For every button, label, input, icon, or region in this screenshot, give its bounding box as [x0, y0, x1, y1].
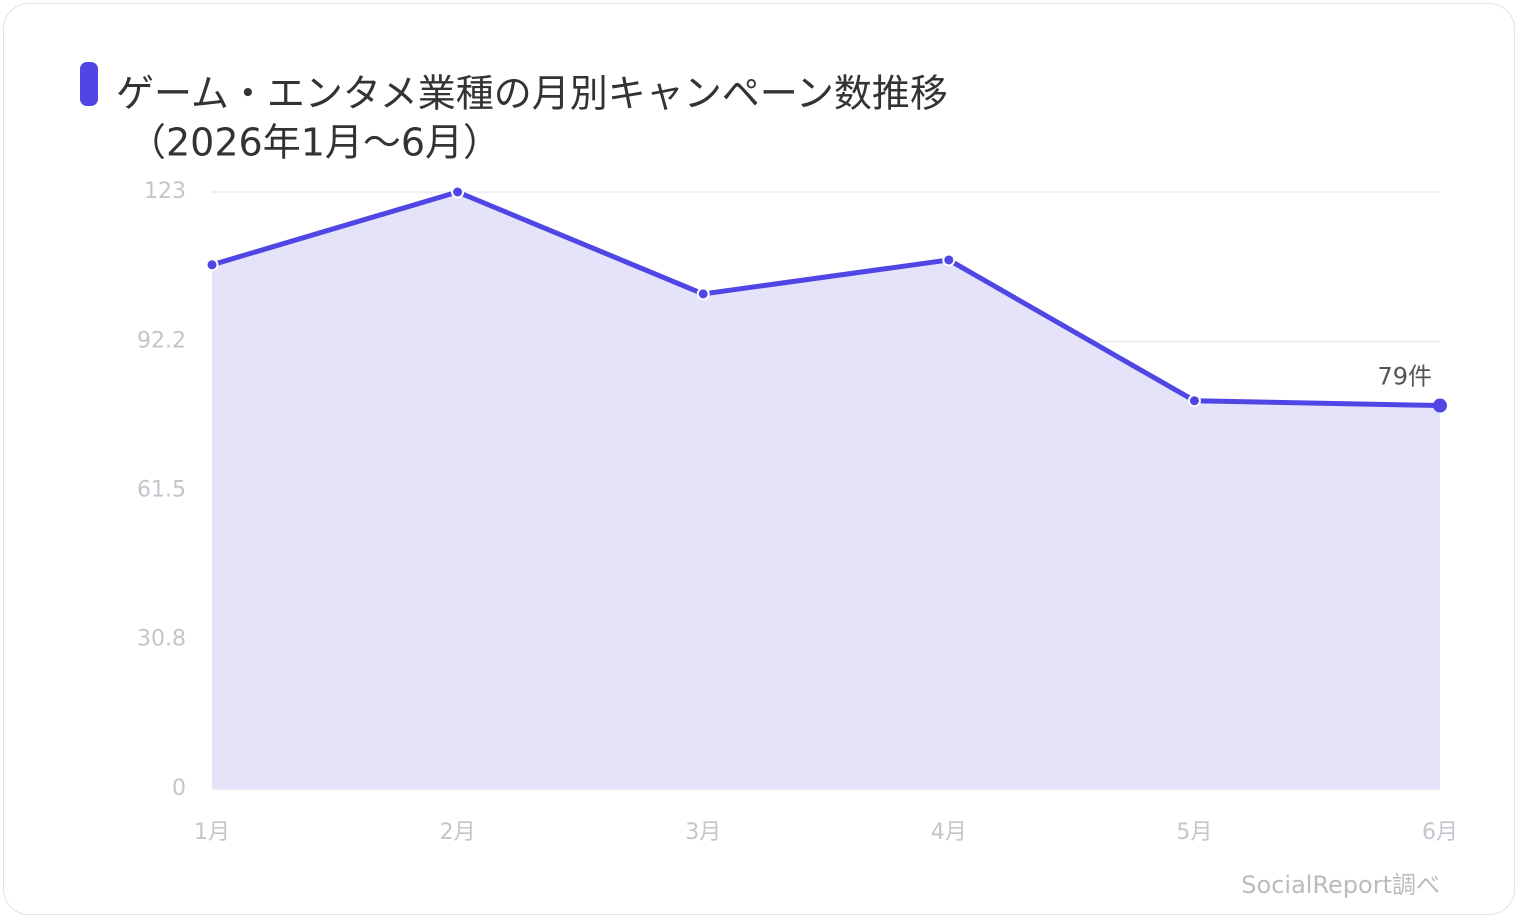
point [1433, 398, 1447, 413]
point [1187, 394, 1201, 408]
source: SocialReport調べ [1241, 871, 1440, 899]
point [696, 287, 710, 301]
chart-subtitle: （2026年1月〜6月） [128, 121, 501, 165]
card [3, 3, 1515, 915]
title-marker [80, 62, 98, 106]
y-tick-label: 92.2 [137, 328, 186, 353]
y-tick-label: 0 [172, 776, 186, 801]
value-label: 79件 [1377, 363, 1432, 391]
x-tick-label: 1月 [194, 820, 230, 845]
x-tick-label: 3月 [685, 820, 721, 845]
point [451, 185, 465, 199]
x-tick-label: 4月 [931, 820, 967, 845]
point [942, 253, 956, 267]
line [211, 189, 1441, 409]
x-tick-label: 6月 [1422, 820, 1458, 845]
y-tick-label: 61.5 [137, 478, 186, 503]
x-tick-label: 2月 [440, 820, 476, 845]
point [205, 258, 219, 272]
chart-title: ゲーム・エンタメ業種の月別キャンペーン数推移 [116, 72, 948, 116]
x-tick-label: 5月 [1176, 820, 1212, 845]
y-tick-label: 123 [144, 179, 186, 204]
area [212, 192, 1440, 789]
y-tick-label: 30.8 [137, 627, 186, 652]
